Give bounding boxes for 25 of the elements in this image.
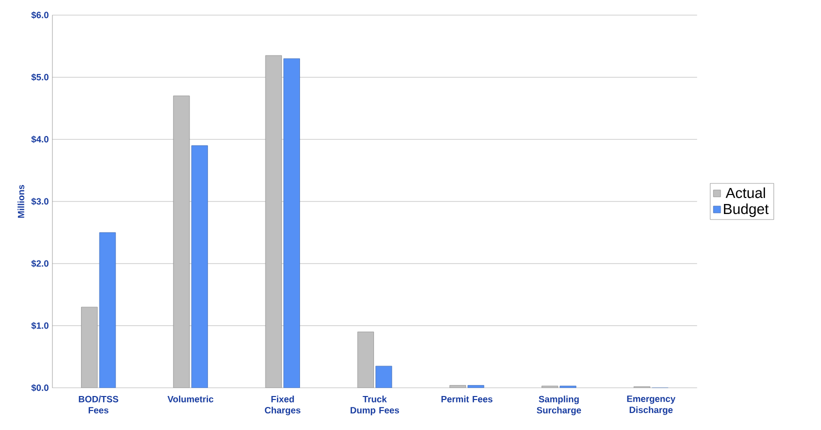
legend-label: Budget [724, 203, 769, 217]
y-tick-label: $1.0 [31, 322, 48, 330]
legend-label: Actual [726, 187, 765, 198]
y-tick-label: $3.0 [31, 198, 48, 206]
bar [357, 332, 374, 388]
bar [99, 232, 116, 388]
y-tick-label: $0.0 [31, 384, 48, 392]
x-tick-label: Fixed Charges [264, 396, 300, 416]
bar [191, 145, 208, 388]
bar [173, 96, 190, 388]
bar [81, 306, 98, 388]
bar [376, 366, 392, 388]
y-tick-label: $5.0 [31, 73, 48, 81]
bar [283, 58, 300, 388]
y-tick-label: $6.0 [31, 11, 48, 19]
x-tick-label: Emergency Discharge [627, 396, 676, 415]
x-tick-label: Sampling Surcharge [536, 396, 582, 416]
x-tick-label: Truck Dump Fees [350, 396, 400, 416]
x-tick-label: Volumetric [168, 396, 214, 402]
bar [265, 55, 282, 388]
y-tick-label: $4.0 [31, 136, 48, 143]
y-tick-label: $2.0 [31, 260, 48, 268]
x-tick-label: Permit Fees [441, 396, 492, 402]
y-axis-title: Millions [18, 184, 24, 218]
x-tick-label: BOD/TSS Fees [78, 396, 118, 414]
